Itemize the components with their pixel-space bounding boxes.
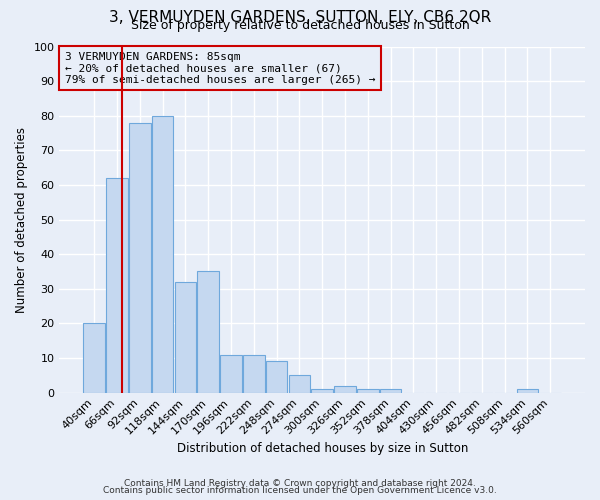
Bar	[243, 354, 265, 393]
Text: Contains public sector information licensed under the Open Government Licence v3: Contains public sector information licen…	[103, 486, 497, 495]
Bar	[517, 389, 538, 392]
Bar	[311, 389, 333, 392]
Y-axis label: Number of detached properties: Number of detached properties	[15, 126, 28, 312]
Bar	[220, 354, 242, 393]
Bar	[334, 386, 356, 392]
Text: Size of property relative to detached houses in Sutton: Size of property relative to detached ho…	[131, 19, 469, 32]
Bar	[129, 122, 151, 392]
X-axis label: Distribution of detached houses by size in Sutton: Distribution of detached houses by size …	[176, 442, 468, 455]
Bar	[357, 389, 379, 392]
Bar	[197, 272, 219, 392]
Bar	[266, 362, 287, 392]
Bar	[380, 389, 401, 392]
Bar	[83, 324, 105, 392]
Bar	[289, 376, 310, 392]
Bar	[106, 178, 128, 392]
Text: Contains HM Land Registry data © Crown copyright and database right 2024.: Contains HM Land Registry data © Crown c…	[124, 478, 476, 488]
Bar	[152, 116, 173, 392]
Bar	[175, 282, 196, 393]
Text: 3 VERMUYDEN GARDENS: 85sqm
← 20% of detached houses are smaller (67)
79% of semi: 3 VERMUYDEN GARDENS: 85sqm ← 20% of deta…	[65, 52, 375, 85]
Text: 3, VERMUYDEN GARDENS, SUTTON, ELY, CB6 2QR: 3, VERMUYDEN GARDENS, SUTTON, ELY, CB6 2…	[109, 10, 491, 25]
